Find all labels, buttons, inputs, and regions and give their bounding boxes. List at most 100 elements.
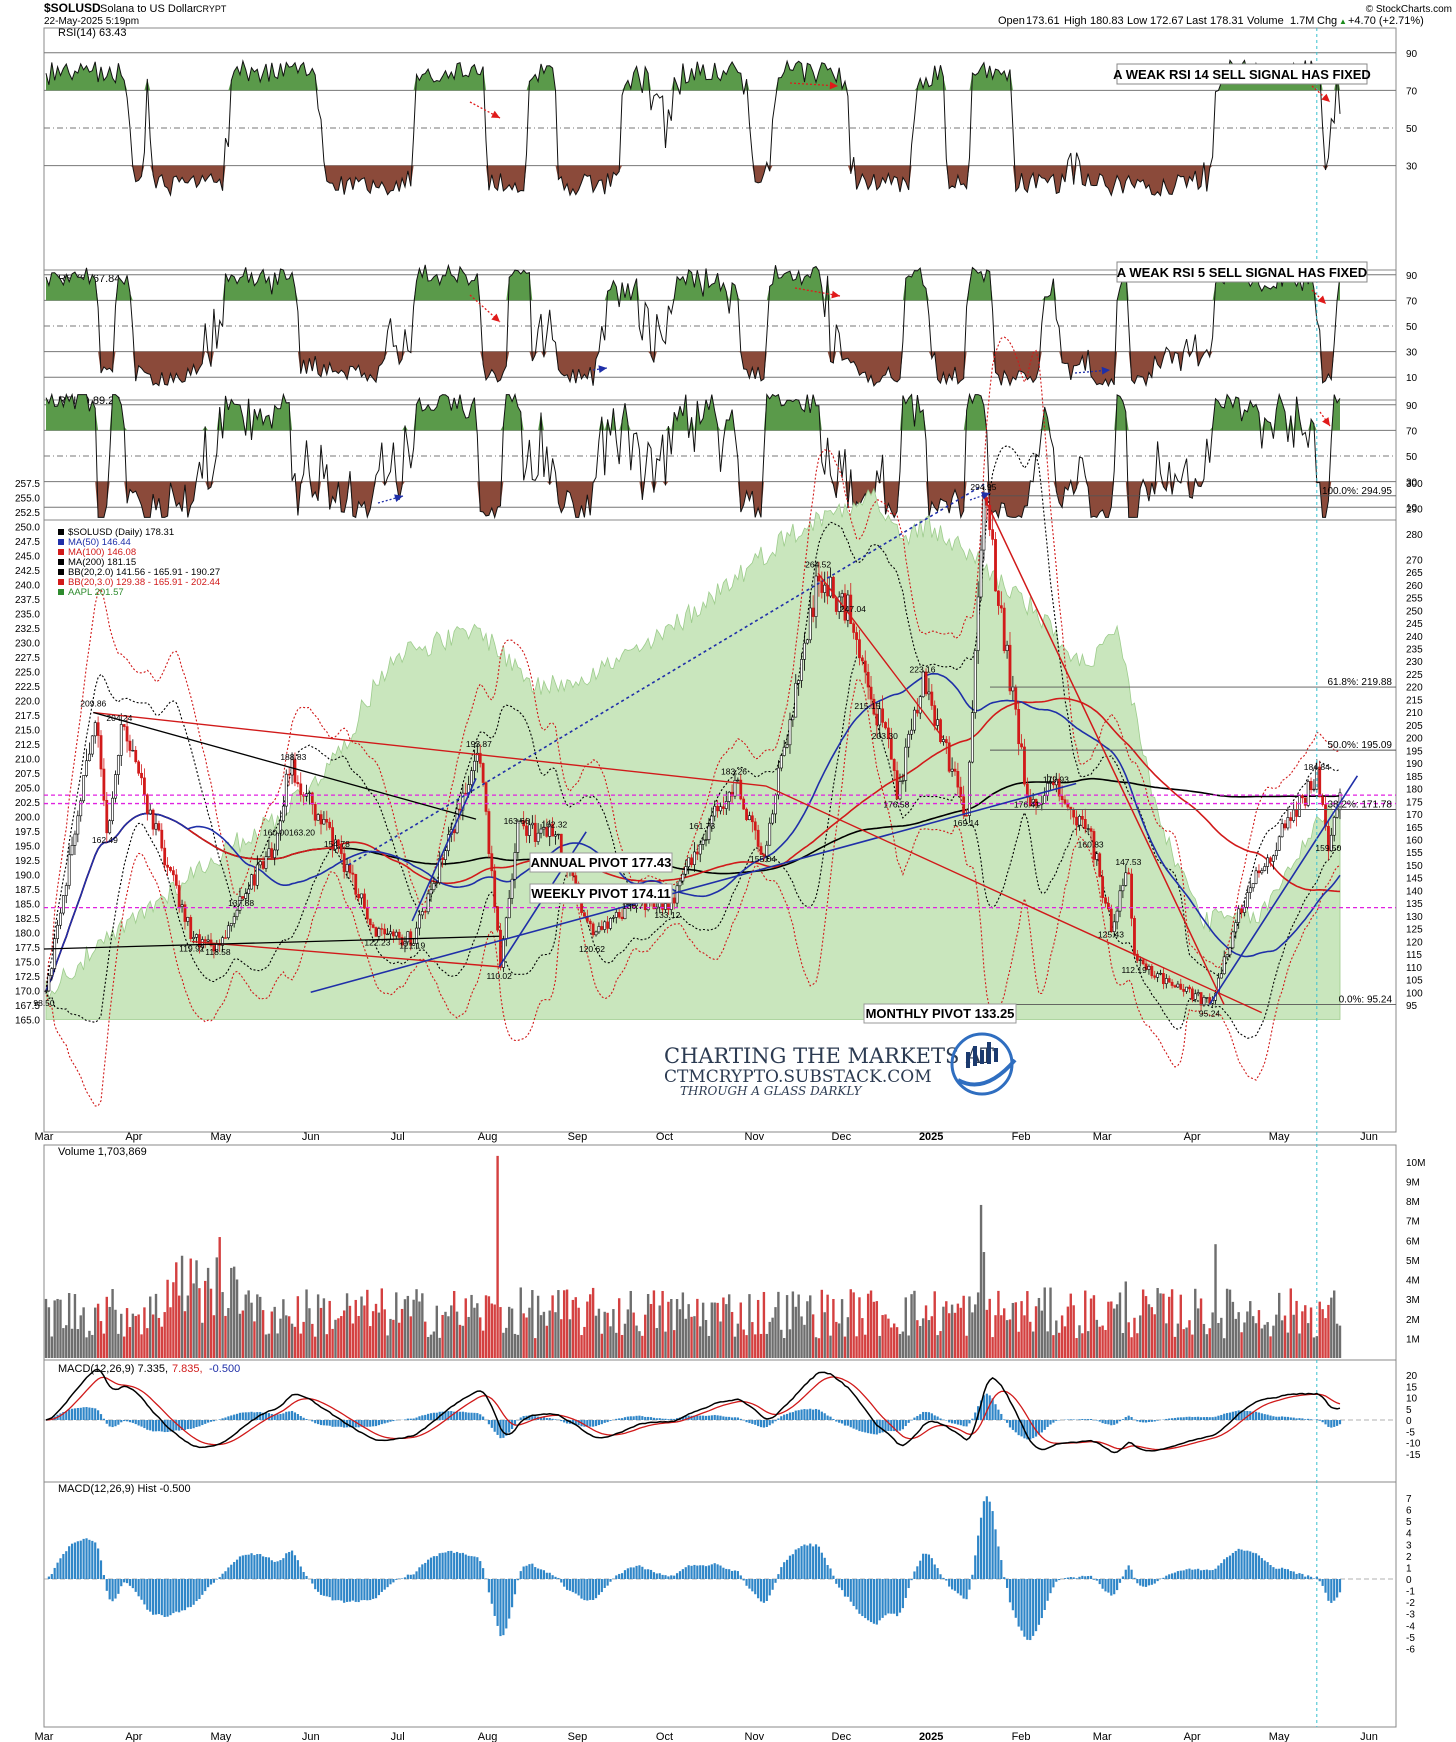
volume-bar <box>1280 1320 1284 1358</box>
candle-body <box>782 746 786 756</box>
volume-bar <box>1121 1333 1125 1358</box>
left-axis-tick: 190.0 <box>15 871 40 882</box>
volume-bar <box>366 1289 369 1358</box>
candle-body <box>869 686 873 700</box>
macd-hist-bar <box>704 1415 708 1420</box>
candle-body <box>261 861 265 869</box>
volume-bar <box>921 1318 925 1358</box>
macd-hist-bar <box>1052 1420 1055 1423</box>
candle-body <box>336 839 340 845</box>
candle-body <box>528 824 531 836</box>
candle-body <box>1260 870 1264 874</box>
macd-hist-bar <box>809 1408 812 1420</box>
hist-bar <box>768 1579 771 1596</box>
volume-bar <box>264 1334 268 1358</box>
macd-hist-bar <box>730 1417 734 1420</box>
macd-hist-bar <box>131 1420 134 1423</box>
hist-bar <box>1278 1568 1281 1579</box>
volume-bar <box>606 1312 609 1358</box>
hist-bar <box>904 1579 907 1598</box>
hist-bar <box>186 1579 189 1608</box>
candle-body <box>383 928 387 935</box>
volume-bar <box>1220 1317 1223 1358</box>
hist-bar <box>1118 1579 1122 1583</box>
candle-body <box>687 857 691 867</box>
left-axis-tick: 247.5 <box>15 537 40 548</box>
hist-bar <box>305 1575 308 1579</box>
candle-body <box>1153 975 1157 978</box>
left-axis-tick: 205.0 <box>15 784 40 795</box>
macd-hist-bar <box>1081 1418 1084 1420</box>
hist-bar <box>253 1555 256 1579</box>
hist-bar <box>470 1556 473 1579</box>
macd-hist-bar <box>403 1419 407 1420</box>
volume-bar <box>221 1292 224 1358</box>
hist-bar <box>311 1579 314 1584</box>
candle-body <box>545 827 549 837</box>
volume-bar <box>285 1315 288 1358</box>
hist-bar <box>1333 1579 1336 1601</box>
price-point-label: 121.19 <box>399 940 425 950</box>
candle-body <box>389 931 392 935</box>
hist-bar <box>499 1579 502 1637</box>
volume-bar <box>771 1317 774 1358</box>
macd-hist-bar <box>1127 1415 1130 1420</box>
hist-bar <box>409 1574 412 1579</box>
macd-hist-bar <box>948 1420 951 1423</box>
candle-body <box>380 928 384 930</box>
x-axis-label: Mar <box>1093 1131 1112 1143</box>
volume-bar <box>670 1299 673 1358</box>
candle-body <box>1156 973 1160 978</box>
volume-bar <box>788 1329 792 1358</box>
hist-bar <box>259 1554 262 1579</box>
candle-body <box>999 605 1003 609</box>
black-trendline <box>93 711 477 820</box>
volume-bar <box>128 1327 132 1358</box>
candle-body <box>1283 823 1287 829</box>
macd-hist-bar <box>1199 1417 1203 1420</box>
macd-hist-bar <box>754 1420 757 1425</box>
hist-bar <box>696 1565 699 1579</box>
macd-hist-bar <box>406 1418 409 1420</box>
candle-body <box>325 819 329 823</box>
hist-bar <box>545 1572 548 1579</box>
hist-panel-frame <box>43 1481 1397 1728</box>
hist-bar <box>977 1535 980 1579</box>
hist-bar <box>1133 1577 1136 1579</box>
macd-hist-bar <box>1011 1420 1014 1430</box>
macd-hist-bar <box>632 1416 635 1420</box>
hist-bar <box>1173 1572 1177 1579</box>
volume-bar <box>406 1295 410 1358</box>
left-axis-tick: 210.0 <box>15 755 40 766</box>
hist-bar <box>467 1555 470 1579</box>
macd-hist-bar <box>259 1412 262 1420</box>
volume-bar <box>1110 1301 1113 1358</box>
legend-swatch <box>58 569 64 575</box>
macd-panel-frame <box>43 1359 1397 1483</box>
volume-bar <box>1330 1297 1333 1358</box>
hist-bar <box>1165 1575 1168 1579</box>
hist-bar <box>137 1579 140 1597</box>
hist-bar <box>418 1567 421 1579</box>
hist-bar <box>1289 1570 1292 1579</box>
volume-bar <box>919 1325 922 1358</box>
macd-hist-bar <box>904 1420 907 1427</box>
volume-bar <box>945 1301 948 1358</box>
hist-bar <box>725 1568 728 1579</box>
x-axis-label: May <box>210 1131 231 1143</box>
hist-bar <box>959 1579 962 1596</box>
candle-body <box>296 782 300 785</box>
macd-hist-bar <box>736 1417 739 1420</box>
volume-bar <box>843 1336 847 1358</box>
hist-bar <box>788 1555 792 1579</box>
candle-body <box>293 759 297 783</box>
candle-body <box>1092 831 1096 860</box>
volume-bar <box>820 1289 824 1358</box>
macd-hist-bar <box>652 1417 656 1420</box>
macd-hist-bar <box>835 1420 838 1422</box>
candle-body <box>108 820 112 834</box>
macd-hist-bar <box>785 1413 789 1420</box>
volume-bar <box>96 1303 100 1358</box>
volume-bar <box>76 1329 80 1358</box>
